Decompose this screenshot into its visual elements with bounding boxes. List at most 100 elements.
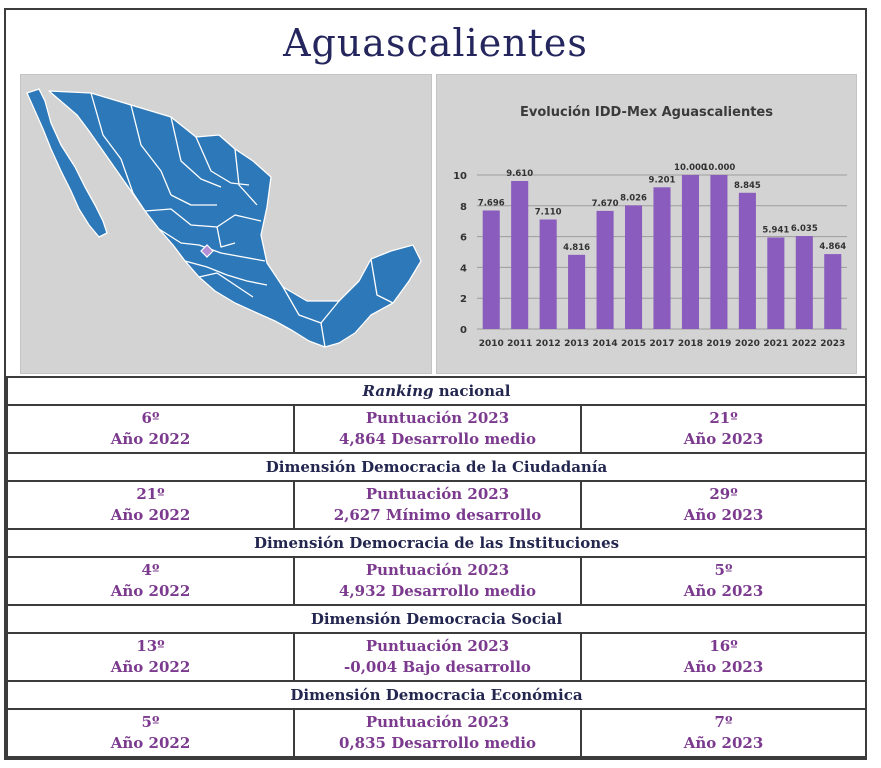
- baja-california-peninsula: [26, 88, 108, 238]
- x-tick-label: 2012: [536, 339, 561, 349]
- section-title-text: nacional: [433, 382, 511, 400]
- x-tick-label: 2019: [706, 339, 731, 349]
- ranking-table: Ranking nacional 6º Año 2022 Puntuación 202…: [5, 376, 868, 758]
- y-tick-label: 8: [460, 202, 467, 213]
- cell-right-line-1: 29º: [709, 485, 738, 503]
- chart-title: Evolución IDD-Mex Aguascalientes: [520, 105, 773, 120]
- cell-right-line-1: 5º: [714, 561, 733, 579]
- cell-right: 21º Año 2023: [579, 404, 868, 454]
- bar: [596, 210, 614, 329]
- page-title: Aguascalientes: [283, 21, 588, 65]
- bar: [738, 192, 756, 329]
- bar: [795, 236, 813, 329]
- bar: [767, 237, 785, 329]
- cell-left-line-1: 6º: [141, 409, 160, 427]
- bar-value-label: 10.000: [703, 163, 736, 173]
- cell-right: 5º Año 2023: [579, 556, 868, 606]
- cell-right: 7º Año 2023: [579, 708, 868, 758]
- bar-value-label: 7.670: [592, 199, 619, 209]
- x-tick-label: 2013: [564, 339, 589, 349]
- y-tick-label: 0: [460, 325, 467, 336]
- cell-center: Puntuación 2023 4,864 Desarrollo medio: [293, 404, 582, 454]
- cell-left-line-2: Año 2022: [110, 430, 191, 448]
- cell-left-line-1: 21º: [136, 485, 165, 503]
- section-header: Dimensión Democracia de la Ciudadanía: [5, 452, 868, 482]
- cell-center-line-2: 4,932 Desarrollo medio: [339, 582, 536, 600]
- x-tick-label: 2017: [649, 339, 674, 349]
- cell-left: 4º Año 2022: [6, 556, 295, 606]
- bar: [653, 187, 671, 329]
- x-tick-label: 2023: [820, 339, 845, 349]
- aguascalientes-highlight: [200, 244, 214, 258]
- x-tick-label: 2021: [763, 339, 788, 349]
- cell-center-line-1: Puntuación 2023: [365, 485, 510, 503]
- section-header: Dimensión Democracia de las Institucione…: [5, 528, 868, 558]
- y-tick-label: 10: [453, 171, 467, 182]
- section-title: Ranking nacional: [5, 376, 868, 406]
- cell-right: 29º Año 2023: [579, 480, 868, 530]
- x-tick-label: 2022: [792, 339, 817, 349]
- bar-chart: 0 2 4 6 8 10 7.696 2010 9.610 2011 7.110 2012 4.816 2…: [453, 163, 847, 349]
- bar: [539, 219, 557, 329]
- section-header: Ranking nacional: [5, 376, 868, 406]
- x-tick-label: 2018: [678, 339, 703, 349]
- cell-left-line-1: 4º: [141, 561, 160, 579]
- cell-center-line-2: 4,864 Desarrollo medio: [339, 430, 536, 448]
- cell-center-line-1: Puntuación 2023: [365, 713, 510, 731]
- cell-center: Puntuación 2023 4,932 Desarrollo medio: [293, 556, 582, 606]
- map-panel: [20, 74, 432, 374]
- section-row: 4º Año 2022 Puntuación 2023 4,932 Desarroll…: [6, 556, 868, 606]
- cell-center-line-1: Puntuación 2023: [365, 561, 510, 579]
- bar-value-label: 6.035: [791, 224, 818, 234]
- cell-right-line-1: 7º: [714, 713, 733, 731]
- section-title-text: Dimensión Democracia Social: [310, 610, 563, 628]
- cell-center-line-2: 0,835 Desarrollo medio: [339, 734, 536, 752]
- cell-center-line-1: Puntuación 2023: [365, 409, 510, 427]
- bar: [681, 175, 699, 329]
- cell-center-line-2: 2,627 Mínimo desarrollo: [333, 506, 542, 524]
- cell-center: Puntuación 2023 0,835 Desarrollo medio: [293, 708, 582, 758]
- cell-right-line-1: 21º: [709, 409, 738, 427]
- y-tick-label: 4: [460, 263, 467, 274]
- bar-value-label: 8.845: [734, 181, 761, 191]
- cell-left: 13º Año 2022: [6, 632, 295, 682]
- cell-right-line-2: Año 2023: [683, 734, 764, 752]
- bar: [710, 175, 728, 329]
- mexico-map-shape: [26, 88, 422, 348]
- cell-left-line-2: Año 2022: [110, 582, 191, 600]
- bar-value-label: 5.941: [762, 226, 789, 236]
- bar: [568, 254, 586, 329]
- cell-right-line-2: Año 2023: [683, 506, 764, 524]
- y-tick-label: 2: [460, 294, 467, 305]
- section-title-text: Dimensión Democracia de las Institucione…: [253, 534, 620, 552]
- section-header: Dimensión Democracia Económica: [5, 680, 868, 710]
- cell-right-line-2: Año 2023: [683, 658, 764, 676]
- cell-left-line-1: 13º: [136, 637, 165, 655]
- bar: [511, 181, 529, 329]
- section-row: 21º Año 2022 Puntuación 2023 2,627 Mínimo d…: [6, 480, 868, 530]
- x-tick-label: 2010: [479, 339, 504, 349]
- x-tick-label: 2015: [621, 339, 646, 349]
- bar-value-label: 7.696: [478, 198, 505, 208]
- section-row: 5º Año 2022 Puntuación 2023 0,835 Desarroll…: [6, 708, 868, 758]
- mainland: [48, 90, 422, 348]
- section-row: 6º Año 2022 Puntuación 2023 4,864 Desarroll…: [6, 404, 868, 454]
- bar-value-label: 9.610: [506, 169, 533, 179]
- cell-center: Puntuación 2023 -0,004 Bajo desarrollo: [293, 632, 582, 682]
- bar-value-label: 9.201: [649, 175, 676, 185]
- section-title-text: Dimensión Democracia de la Ciudadanía: [265, 458, 608, 476]
- chart-panel: Evolución IDD-Mex Aguascalientes 0 2 4 6 8 10…: [436, 74, 857, 374]
- cell-left-line-2: Año 2022: [110, 658, 191, 676]
- cell-left: 5º Año 2022: [6, 708, 295, 758]
- bar-value-label: 4.864: [819, 242, 846, 252]
- section-title: Dimensión Democracia Económica: [5, 680, 868, 710]
- cell-right: 16º Año 2023: [579, 632, 868, 682]
- cell-left: 6º Año 2022: [6, 404, 295, 454]
- cell-left-line-2: Año 2022: [110, 506, 191, 524]
- cell-center-line-1: Puntuación 2023: [365, 637, 510, 655]
- bar: [824, 254, 842, 329]
- cell-center: Puntuación 2023 2,627 Mínimo desarrollo: [293, 480, 582, 530]
- bar-value-label: 10.000: [674, 163, 707, 173]
- x-tick-label: 2014: [593, 339, 618, 349]
- section-row: 13º Año 2022 Puntuación 2023 -0,004 Bajo de…: [6, 632, 868, 682]
